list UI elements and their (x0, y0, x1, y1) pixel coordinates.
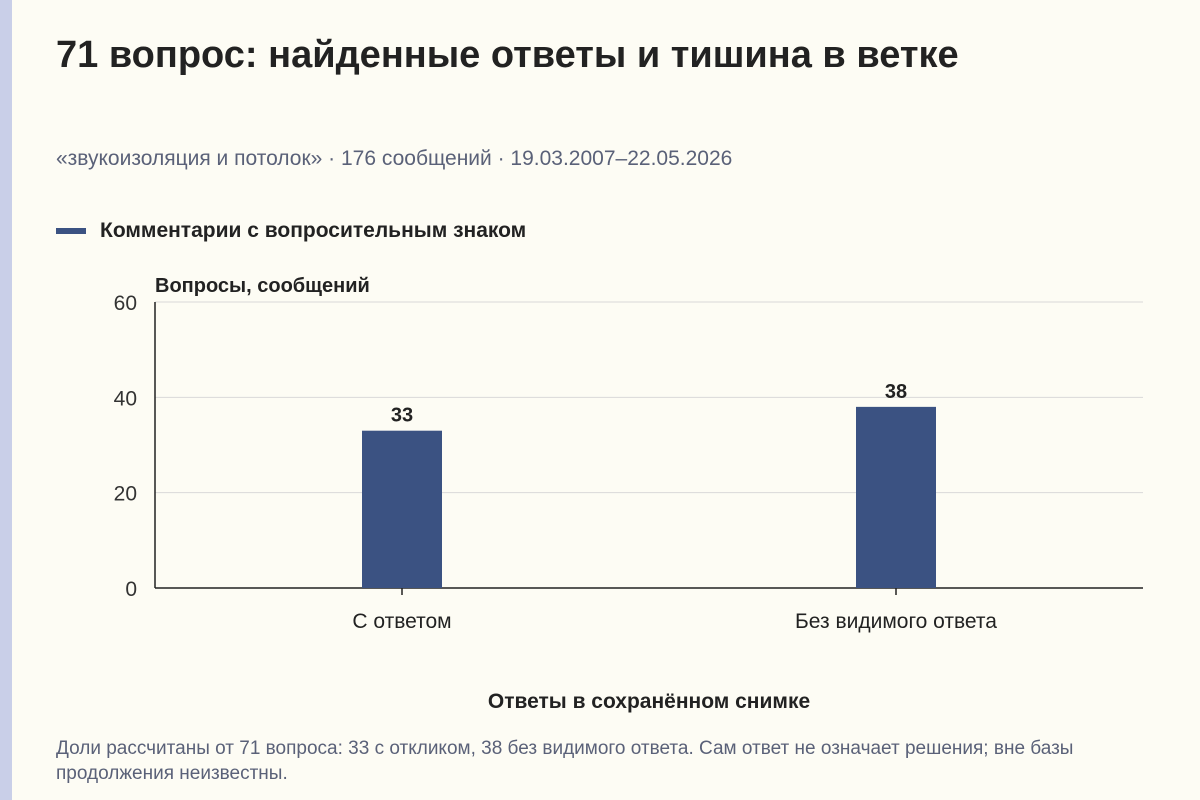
chart-subtitle: «звукоизоляция и потолок» · 176 сообщени… (56, 147, 733, 170)
y-tick-label: 0 (125, 578, 137, 601)
left-accent-stripe (0, 0, 12, 800)
y-tick-label: 40 (114, 387, 137, 410)
bar-chart: 0 20 40 60 Вопросы, сообщений 33 С ответом 38 Бе… (114, 275, 1143, 713)
bar-value-label: 38 (885, 381, 907, 403)
y-tick-label: 20 (114, 483, 137, 506)
page-title: 71 вопрос: найденные ответы и тишина в в… (56, 34, 959, 76)
chart-legend: Комментарии с вопросительным знаком (56, 219, 526, 243)
bar-value-label: 33 (391, 405, 413, 427)
bar (856, 406, 936, 588)
footnote: Доли рассчитаны от 71 вопроса: 33 с откл… (56, 738, 1074, 784)
legend-label: Комментарии с вопросительным знаком (100, 219, 527, 242)
y-tick-label: 60 (114, 292, 137, 315)
bar (362, 430, 442, 588)
x-tick-label: С ответом (352, 610, 451, 633)
x-axis-label: Ответы в сохранённом снимке (488, 690, 810, 713)
x-tick-label: Без видимого ответа (795, 610, 997, 633)
y-axis-label: Вопросы, сообщений (155, 275, 370, 297)
legend-swatch (56, 228, 86, 234)
